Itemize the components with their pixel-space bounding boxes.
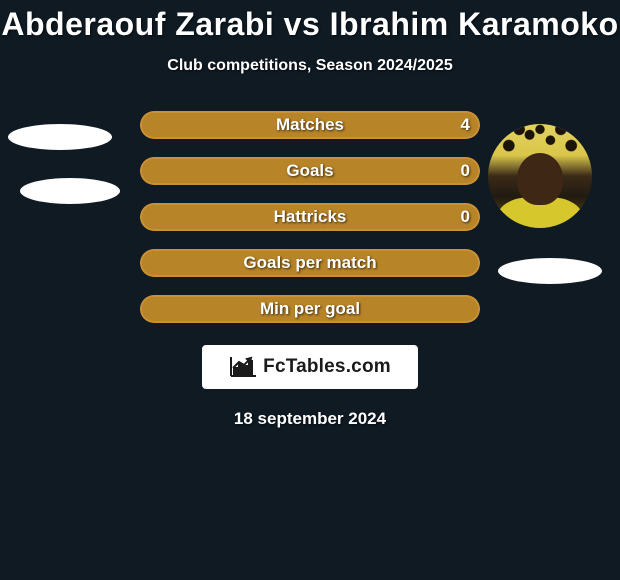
fctables-logo: FcTables.com xyxy=(202,345,418,389)
stat-label: Min per goal xyxy=(140,295,480,323)
stat-bar: Goals0 xyxy=(140,157,480,185)
subtitle: Club competitions, Season 2024/2025 xyxy=(0,57,620,75)
right-player-ellipse-0 xyxy=(498,258,602,284)
stat-value-right: 4 xyxy=(461,111,470,139)
page-title: Abderaouf Zarabi vs Ibrahim Karamoko xyxy=(0,0,620,43)
stat-value-right: 0 xyxy=(461,157,470,185)
bar-chart-icon xyxy=(229,356,257,378)
player-avatar xyxy=(488,124,592,228)
left-player-ellipse-0 xyxy=(8,124,112,150)
stat-label: Hattricks xyxy=(140,203,480,231)
stat-value-right: 0 xyxy=(461,203,470,231)
logo-text: FcTables.com xyxy=(263,356,391,378)
stat-label: Matches xyxy=(140,111,480,139)
stat-bar: Matches4 xyxy=(140,111,480,139)
stats-area: Matches4Goals0Hattricks0Goals per matchM… xyxy=(0,111,620,323)
stat-label: Goals per match xyxy=(140,249,480,277)
stat-bar: Hattricks0 xyxy=(140,203,480,231)
stat-bar: Min per goal xyxy=(140,295,480,323)
stat-bar: Goals per match xyxy=(140,249,480,277)
left-player-ellipse-1 xyxy=(20,178,120,204)
date-text: 18 september 2024 xyxy=(0,409,620,429)
stat-label: Goals xyxy=(140,157,480,185)
